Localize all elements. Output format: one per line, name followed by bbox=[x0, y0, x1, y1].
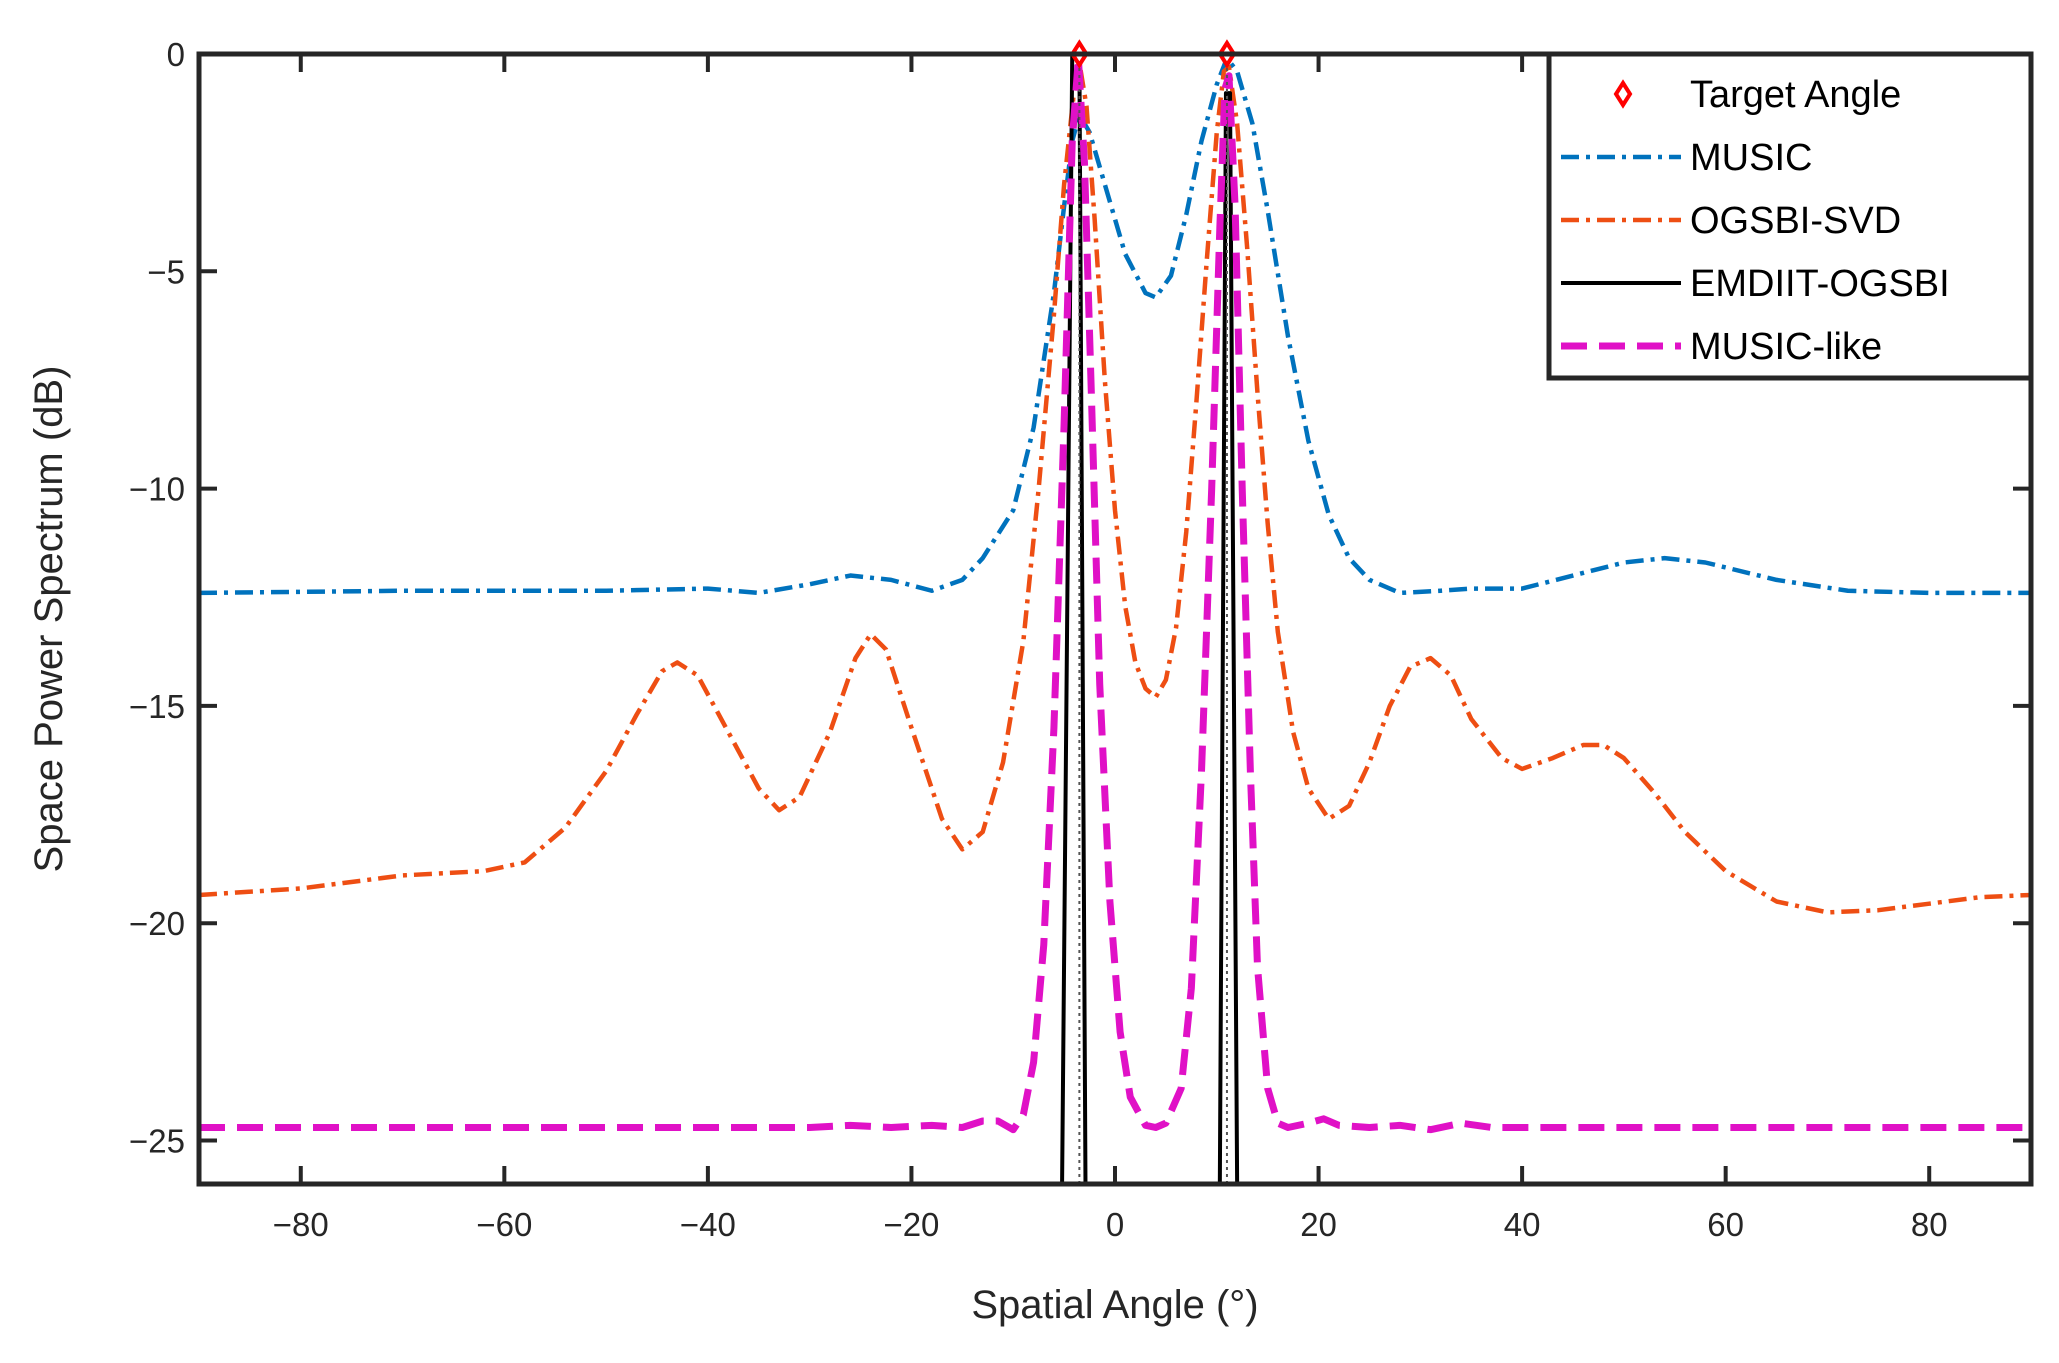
legend-label-ogsbi-svd: OGSBI-SVD bbox=[1690, 200, 1901, 242]
y-tick-label: −25 bbox=[129, 1123, 185, 1160]
x-tick-label: 60 bbox=[1707, 1206, 1744, 1243]
legend-label-emdiit-ogsbi: EMDIIT-OGSBI bbox=[1690, 263, 1950, 305]
x-tick-label: −20 bbox=[883, 1206, 939, 1243]
legend: Target Angle MUSIC OGSBI-SVD EMDIIT-OGSBI MU… bbox=[1546, 51, 2034, 381]
y-tick-label: −10 bbox=[129, 471, 185, 508]
y-tick-label: −5 bbox=[147, 253, 185, 290]
y-tick-label: −15 bbox=[129, 688, 185, 725]
x-tick-label: 80 bbox=[1911, 1206, 1948, 1243]
legend-label-music-like: MUSIC-like bbox=[1690, 326, 1882, 368]
y-tick-label: −20 bbox=[129, 905, 185, 942]
legend-label-target-angle: Target Angle bbox=[1690, 74, 1901, 116]
x-tick-label: −40 bbox=[680, 1206, 736, 1243]
y-tick-labels: 0 −5 −10 −15 −20 −25 bbox=[129, 36, 185, 1160]
x-tick-label: 0 bbox=[1106, 1206, 1124, 1243]
x-tick-label: −60 bbox=[476, 1206, 532, 1243]
x-axis-label: Spatial Angle (°) bbox=[971, 1283, 1258, 1327]
y-axis-label: Space Power Spectrum (dB) bbox=[27, 366, 71, 873]
series-music-like bbox=[199, 54, 2031, 1134]
legend-target-marker bbox=[1613, 79, 1633, 109]
legend-box bbox=[1546, 51, 2034, 381]
x-tick-labels: −80 −60 −40 −20 0 20 40 60 80 bbox=[273, 1206, 1948, 1243]
axes-box bbox=[196, 51, 2034, 1187]
x-tick-label: −80 bbox=[273, 1206, 329, 1243]
x-tick-label: 40 bbox=[1504, 1206, 1541, 1243]
y-tick-label: 0 bbox=[167, 36, 185, 73]
legend-label-music: MUSIC bbox=[1690, 137, 1812, 179]
legend-items: Target Angle MUSIC OGSBI-SVD EMDIIT-OGSBI MU… bbox=[1561, 74, 1950, 368]
x-tick-label: 20 bbox=[1300, 1206, 1337, 1243]
series-music bbox=[199, 56, 2031, 596]
